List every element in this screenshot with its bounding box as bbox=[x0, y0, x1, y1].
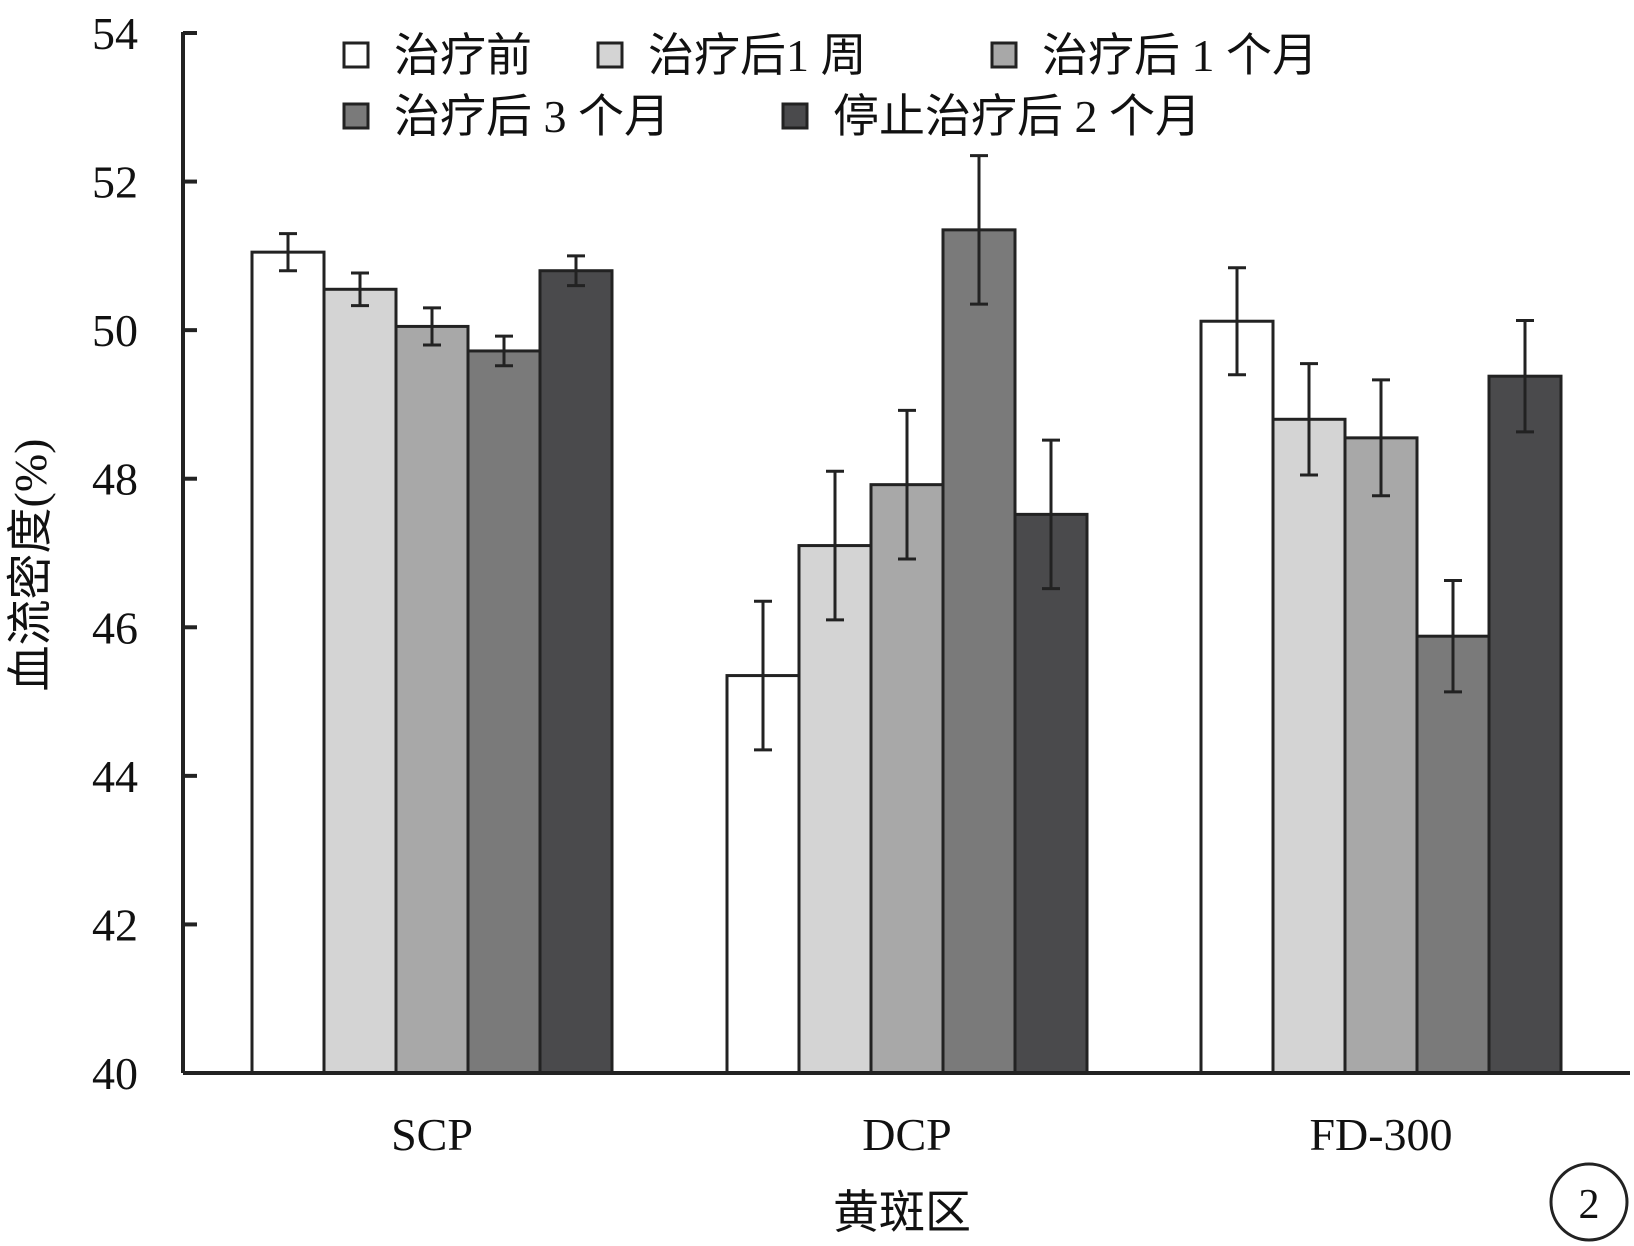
legend-label-4: 治疗后 3 个月 bbox=[394, 91, 670, 142]
bar-scp-series-1 bbox=[250, 250, 326, 1075]
legend-label-3: 治疗后 1 个月 bbox=[1042, 30, 1318, 81]
error-bar-fd-300-series-2 bbox=[1300, 362, 1318, 477]
bars-layer bbox=[250, 228, 1563, 1075]
bar-dcp-series-4 bbox=[941, 228, 1017, 1075]
bar-dcp-series-2 bbox=[797, 544, 873, 1075]
error-bar-scp-series-1 bbox=[279, 232, 297, 273]
bar-fd-300-series-3 bbox=[1343, 436, 1419, 1075]
bar-fd-300-series-1 bbox=[1199, 319, 1275, 1075]
legend-swatch-3 bbox=[990, 41, 1018, 69]
error-bar-dcp-series-3 bbox=[898, 408, 916, 561]
error-bar-scp-series-3 bbox=[423, 306, 441, 347]
y-tick-label-48: 48 bbox=[92, 454, 138, 505]
x-category-label-scp: SCP bbox=[391, 1109, 473, 1160]
y-tick-label-42: 42 bbox=[92, 899, 138, 950]
error-bar-scp-series-2 bbox=[351, 271, 369, 308]
legend-swatch-1 bbox=[342, 41, 370, 69]
legend-item-2: 治疗后1 周 bbox=[596, 30, 867, 81]
error-bar-fd-300-series-4 bbox=[1444, 578, 1462, 694]
bar-fd-300-series-4 bbox=[1415, 634, 1491, 1075]
x-category-label-fd-300: FD-300 bbox=[1309, 1109, 1452, 1160]
error-bar-dcp-series-4 bbox=[970, 154, 988, 306]
error-bar-fd-300-series-1 bbox=[1228, 266, 1246, 377]
x-axis-title: 黄斑区 bbox=[833, 1187, 971, 1238]
legend-label-1: 治疗前 bbox=[394, 30, 532, 81]
legend-label-2: 治疗后1 周 bbox=[648, 30, 867, 81]
error-bar-dcp-series-5 bbox=[1042, 438, 1060, 591]
legend-item-1: 治疗前 bbox=[342, 30, 532, 81]
panel-number-circle bbox=[1549, 1162, 1629, 1242]
bar-dcp-series-5 bbox=[1013, 512, 1089, 1075]
error-bars-layer bbox=[279, 154, 1534, 752]
bar-scp-series-4 bbox=[466, 349, 542, 1075]
axes-layer: 40 42 44 46 48 50 52 54 SCP DCP FD-300 bbox=[92, 8, 1630, 1160]
legend-swatch-4 bbox=[342, 102, 370, 130]
error-bar-fd-300-series-5 bbox=[1516, 318, 1534, 434]
legend-item-4: 治疗后 3 个月 bbox=[342, 91, 670, 142]
error-bar-dcp-series-2 bbox=[826, 469, 844, 622]
bar-scp-series-5 bbox=[538, 269, 614, 1075]
legend-label-5: 停止治疗后 2 个月 bbox=[833, 91, 1201, 142]
legend-swatch-5 bbox=[781, 102, 809, 130]
panel-number-badge: 2 bbox=[1549, 1162, 1629, 1242]
bar-dcp-series-3 bbox=[869, 483, 945, 1075]
y-tick-label-40: 40 bbox=[92, 1048, 138, 1099]
x-category-label-dcp: DCP bbox=[862, 1109, 951, 1160]
legend-swatch-2 bbox=[596, 41, 624, 69]
y-tick-label-46: 46 bbox=[92, 602, 138, 653]
legend-item-3: 治疗后 1 个月 bbox=[990, 30, 1318, 81]
bar-scp-series-3 bbox=[394, 324, 470, 1075]
y-tick-label-50: 50 bbox=[92, 305, 138, 356]
legend-item-5: 停止治疗后 2 个月 bbox=[781, 91, 1201, 142]
error-bar-fd-300-series-3 bbox=[1372, 378, 1390, 498]
error-bar-dcp-series-1 bbox=[754, 599, 772, 752]
y-tick-label-52: 52 bbox=[92, 157, 138, 208]
bar-fd-300-series-2 bbox=[1271, 417, 1347, 1075]
y-axis-title: 血流密度(%) bbox=[5, 439, 56, 692]
bar-fd-300-series-5 bbox=[1487, 374, 1563, 1075]
panel-number: 2 bbox=[1579, 1182, 1600, 1228]
y-tick-label-44: 44 bbox=[92, 751, 138, 802]
error-bar-scp-series-5 bbox=[567, 254, 585, 288]
error-bar-scp-series-4 bbox=[495, 334, 513, 368]
bar-scp-series-2 bbox=[322, 287, 398, 1075]
y-tick-label-54: 54 bbox=[92, 8, 138, 59]
